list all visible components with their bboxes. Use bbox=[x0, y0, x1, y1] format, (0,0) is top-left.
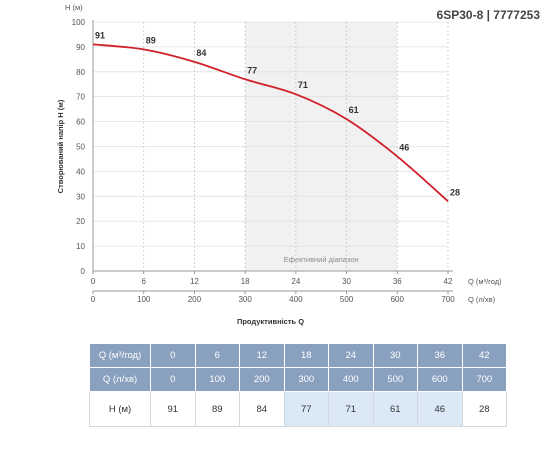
x-tick-label-m3: 24 bbox=[291, 277, 300, 286]
x-tick-label-ls: 400 bbox=[289, 295, 303, 304]
table-cell: 89 bbox=[194, 391, 240, 427]
y-tick-label: 100 bbox=[72, 18, 86, 27]
y-unit-label: H (м) bbox=[65, 3, 83, 12]
x-tick-label-ls: 500 bbox=[340, 295, 354, 304]
y-tick-label: 0 bbox=[81, 267, 86, 276]
head-curve-line bbox=[92, 43, 449, 202]
data-label: 28 bbox=[450, 187, 460, 197]
table-row-flow-ls: Q (л/хв) 0 100 200 300 400 500 600 700 bbox=[89, 367, 507, 392]
table-cell: 100 bbox=[194, 367, 240, 392]
table-cell: 300 bbox=[283, 367, 329, 392]
table-cell: 42 bbox=[461, 343, 507, 368]
table-cell: 91 bbox=[150, 391, 196, 427]
data-label: 91 bbox=[95, 30, 105, 40]
table-cell: 36 bbox=[417, 343, 463, 368]
x-unit-ls: Q (л/хв) bbox=[468, 295, 496, 304]
table-cell: 0 bbox=[150, 343, 196, 368]
table-row-head: H (м) 91 89 84 77 71 61 46 28 bbox=[89, 391, 507, 427]
y-tick-label: 50 bbox=[76, 143, 85, 152]
y-tick-label: 80 bbox=[76, 68, 85, 77]
table-row-flow-m3: Q (м³/год) 0 6 12 18 24 30 36 42 bbox=[89, 343, 507, 368]
table-cell: 71 bbox=[328, 391, 374, 427]
data-label: 71 bbox=[298, 80, 308, 90]
table-cell: 24 bbox=[328, 343, 374, 368]
data-label: 89 bbox=[146, 35, 156, 45]
x-tick-label-m3: 18 bbox=[241, 277, 250, 286]
pump-curve-chart: Ефективний діапазон 01020304050607080901… bbox=[56, 3, 502, 326]
x-axis-title: Продуктивність Q bbox=[237, 317, 304, 326]
table-cell: 700 bbox=[461, 367, 507, 392]
y-tick-label: 70 bbox=[76, 93, 85, 102]
x-unit-m3: Q (м³/год) bbox=[468, 277, 502, 286]
y-tick-label: 20 bbox=[76, 217, 85, 226]
data-label: 61 bbox=[349, 105, 359, 115]
y-tick-label: 60 bbox=[76, 118, 85, 127]
table-cell: 200 bbox=[239, 367, 285, 392]
table-cell: 46 bbox=[417, 391, 463, 427]
x-tick-label-m3: 36 bbox=[393, 277, 402, 286]
table-cell: 30 bbox=[372, 343, 418, 368]
x-tick-label-ls: 300 bbox=[238, 295, 252, 304]
performance-table: Q (м³/год) 0 6 12 18 24 30 36 42 Q (л/хв) 0 100 2… bbox=[89, 343, 507, 427]
y-tick-label: 40 bbox=[76, 167, 85, 176]
x-tick-label-ls: 100 bbox=[137, 295, 151, 304]
table-cell: 28 bbox=[461, 391, 507, 427]
table-row-label: Q (м³/год) bbox=[89, 343, 151, 368]
table-cell: 12 bbox=[239, 343, 285, 368]
table-row-label: Q (л/хв) bbox=[89, 367, 151, 392]
x-tick-label-m3: 0 bbox=[91, 277, 96, 286]
table-cell: 400 bbox=[328, 367, 374, 392]
x-tick-label-m3: 12 bbox=[190, 277, 199, 286]
table-row-label: H (м) bbox=[89, 391, 151, 427]
table-cell: 18 bbox=[283, 343, 329, 368]
y-tick-label: 10 bbox=[76, 242, 85, 251]
x-tick-label-m3: 42 bbox=[444, 277, 453, 286]
table-cell: 77 bbox=[283, 391, 329, 427]
x-tick-label-ls: 600 bbox=[391, 295, 405, 304]
table-cell: 500 bbox=[372, 367, 418, 392]
model-title: 6SP30-8 | 7777253 bbox=[436, 8, 540, 22]
table-cell: 61 bbox=[372, 391, 418, 427]
table-cell: 84 bbox=[239, 391, 285, 427]
y-tick-label: 30 bbox=[76, 192, 85, 201]
table-cell: 600 bbox=[417, 367, 463, 392]
x-tick-label-m3: 6 bbox=[141, 277, 146, 286]
efficient-range-label: Ефективний діапазон bbox=[284, 255, 359, 264]
table-cell: 0 bbox=[150, 367, 196, 392]
y-axis-title: Створюваний напір H (м) bbox=[56, 99, 65, 193]
table-cell: 6 bbox=[194, 343, 240, 368]
data-label: 46 bbox=[399, 142, 409, 152]
y-tick-label: 90 bbox=[76, 43, 85, 52]
x-tick-label-m3: 30 bbox=[342, 277, 351, 286]
data-label: 77 bbox=[247, 65, 257, 75]
data-label: 84 bbox=[196, 48, 206, 58]
x-tick-label-ls: 0 bbox=[91, 295, 96, 304]
x-tick-label-ls: 700 bbox=[441, 295, 455, 304]
x-tick-label-ls: 200 bbox=[188, 295, 202, 304]
